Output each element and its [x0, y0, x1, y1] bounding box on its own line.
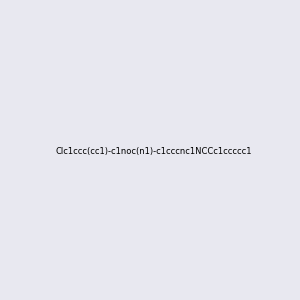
Text: Clc1ccc(cc1)-c1noc(n1)-c1cccnc1NCCc1ccccc1: Clc1ccc(cc1)-c1noc(n1)-c1cccnc1NCCc1cccc… — [56, 147, 252, 156]
